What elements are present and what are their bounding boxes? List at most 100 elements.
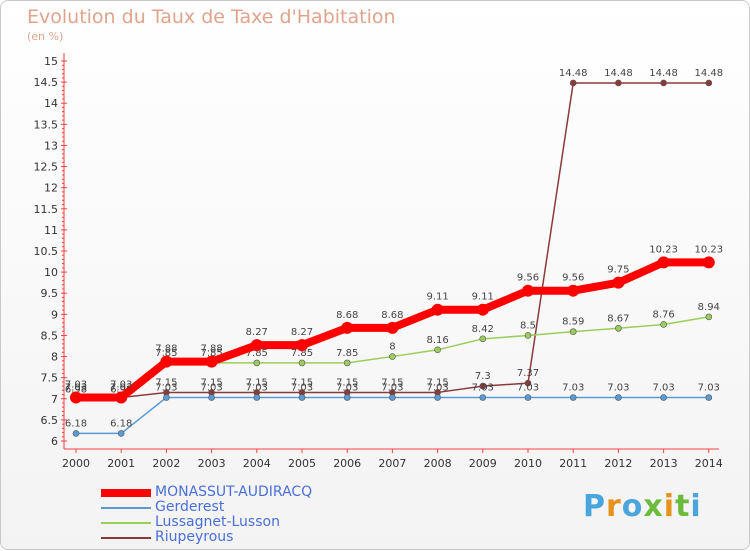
y-tick-label: 9 [51,308,58,321]
y-tick-label: 11.5 [34,203,59,216]
data-point [615,394,622,401]
legend-label: MONASSUT-AUDIRACQ [155,484,313,500]
data-point [569,79,577,87]
data-label: 8.27 [246,327,268,338]
y-tick-label: 11 [44,224,58,237]
data-point [524,332,532,339]
data-point [389,394,396,401]
data-point [615,79,622,87]
y-tick-label: 6 [51,435,58,448]
legend-label: Gerderest [155,499,225,515]
data-label: 9.56 [517,273,539,284]
data-point [250,339,263,352]
data-point [434,346,441,354]
data-label: 6.18 [65,418,87,429]
data-point [117,430,125,437]
legend-item: Gerderest [101,500,312,515]
data-label: 7.03 [155,383,177,394]
data-point [205,355,218,368]
data-point [660,79,667,87]
data-label: 7.15 [336,377,358,388]
y-tick-label: 15 [44,55,58,68]
legend-swatch [101,536,151,539]
data-label: 8.94 [698,302,720,313]
data-point [479,382,487,390]
data-point [479,335,487,343]
y-tick-label: 12 [44,182,58,195]
data-point [163,394,170,401]
chart-title: Evolution du Taux de Taxe d'Habitation [27,6,396,28]
chart-legend: MONASSUT-AUDIRACQ Gerderest Lussagnet-Luss… [101,485,312,545]
data-label: 14.48 [559,68,588,79]
data-label: 9.11 [426,292,448,303]
data-point [298,359,306,367]
x-tick-label: 2001 [107,457,135,470]
y-tick-label: 8 [51,351,58,364]
data-label: 7.15 [200,377,222,388]
data-point [615,324,622,332]
logo-letter: o [621,489,644,524]
legend-swatch [101,506,151,509]
data-point [389,353,396,360]
data-point [160,355,173,368]
y-tick-label: 7 [51,393,58,406]
series-monassut-audiracq: 7.03 7.03 7.88 7.88 8.27 8.27 8.68 8.68 9.11 9.11… [65,244,723,404]
data-label: 7.03 [110,383,132,394]
x-tick-label: 2011 [559,457,587,470]
data-label: 8.27 [291,327,313,338]
data-label: 7.85 [291,348,313,359]
x-tick-label: 2008 [424,457,452,470]
data-label: 7.15 [381,377,403,388]
data-point [72,430,80,437]
data-label: 7.15 [426,377,448,388]
x-tick-label: 2010 [514,457,542,470]
data-label: 7.03 [200,383,222,394]
data-label: 7.88 [155,344,177,355]
data-label: 7.03 [698,383,720,394]
data-label: 8.5 [520,320,536,331]
data-label: 14.48 [604,68,633,79]
data-label: 8.76 [652,309,674,320]
y-tick-label: 7.5 [41,372,59,385]
series-line [76,396,709,435]
data-point [343,394,351,401]
x-tick-label: 2002 [152,457,180,470]
data-point [434,394,441,401]
data-label: 7.15 [246,377,268,388]
data-label: 7.03 [652,383,674,394]
data-point [705,79,713,87]
data-label: 6.98 [65,385,87,396]
y-tick-label: 14.5 [34,76,59,89]
data-point [657,256,670,269]
legend-swatch [101,488,151,497]
data-label: 7.88 [200,344,222,355]
data-label: 8.16 [426,335,448,346]
x-tick-label: 2003 [198,457,226,470]
data-label: 7.03 [110,380,132,391]
legend-label: Riupeyrous [155,529,234,545]
x-tick-label: 2004 [243,457,271,470]
data-label: 14.48 [694,68,723,79]
legend-item: MONASSUT-AUDIRACQ [101,485,312,500]
logo-letter: t [675,489,691,524]
data-point [660,394,667,401]
x-tick-label: 2014 [695,457,723,470]
data-label: 7.03 [517,383,539,394]
data-label: 7.85 [246,348,268,359]
data-label: 8.68 [336,310,358,321]
data-point [569,328,577,335]
proxiti-logo: Proxiti [583,489,702,524]
data-label: 10.23 [694,244,723,255]
logo-letter: i [663,489,676,524]
data-label: 7.03 [562,383,584,394]
data-point [660,321,667,328]
x-tick-label: 2006 [333,457,361,470]
data-label: 7.03 [65,380,87,391]
data-label: 8.59 [562,317,584,328]
data-point [524,394,532,401]
data-label: 7.15 [291,377,313,388]
data-label: 7.03 [336,383,358,394]
data-label: 7.03 [607,383,629,394]
data-point [298,394,306,401]
